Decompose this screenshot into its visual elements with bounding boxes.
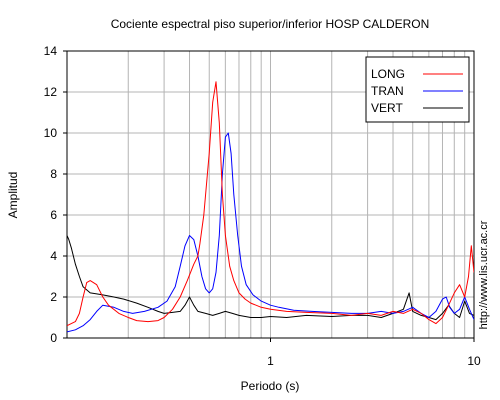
legend-label-tran: TRAN	[371, 84, 404, 98]
source-url-note: http://www.lis.ucr.ac.cr	[478, 220, 490, 329]
x-tick-label: 10	[467, 354, 481, 368]
series-line-long	[67, 81, 474, 327]
y-tick-label: 4	[50, 249, 57, 263]
y-tick-label: 14	[44, 44, 58, 58]
legend: LONG TRAN VERT	[365, 56, 470, 123]
y-tick-label: 10	[44, 126, 58, 140]
y-tick-label: 12	[44, 85, 58, 99]
y-tick-label: 6	[50, 208, 57, 222]
series-line-tran	[67, 132, 474, 333]
series-lines	[67, 81, 474, 333]
x-axis-ticks: 1 10	[267, 338, 481, 368]
y-tick-label: 0	[50, 331, 57, 345]
legend-label-vert: VERT	[371, 101, 403, 115]
legend-box	[365, 56, 470, 123]
x-axis-label: Periodo (s)	[241, 379, 300, 393]
y-tick-label: 2	[50, 290, 57, 304]
legend-label-long: LONG	[371, 67, 405, 81]
y-axis-label: Amplitud	[6, 172, 20, 219]
x-tick-label: 1	[267, 354, 274, 368]
y-tick-label: 8	[50, 167, 57, 181]
chart-title: Cociente espectral piso superior/inferio…	[111, 17, 430, 31]
y-axis-ticks: 0 2 4 6 8 10 12 14	[44, 44, 67, 345]
